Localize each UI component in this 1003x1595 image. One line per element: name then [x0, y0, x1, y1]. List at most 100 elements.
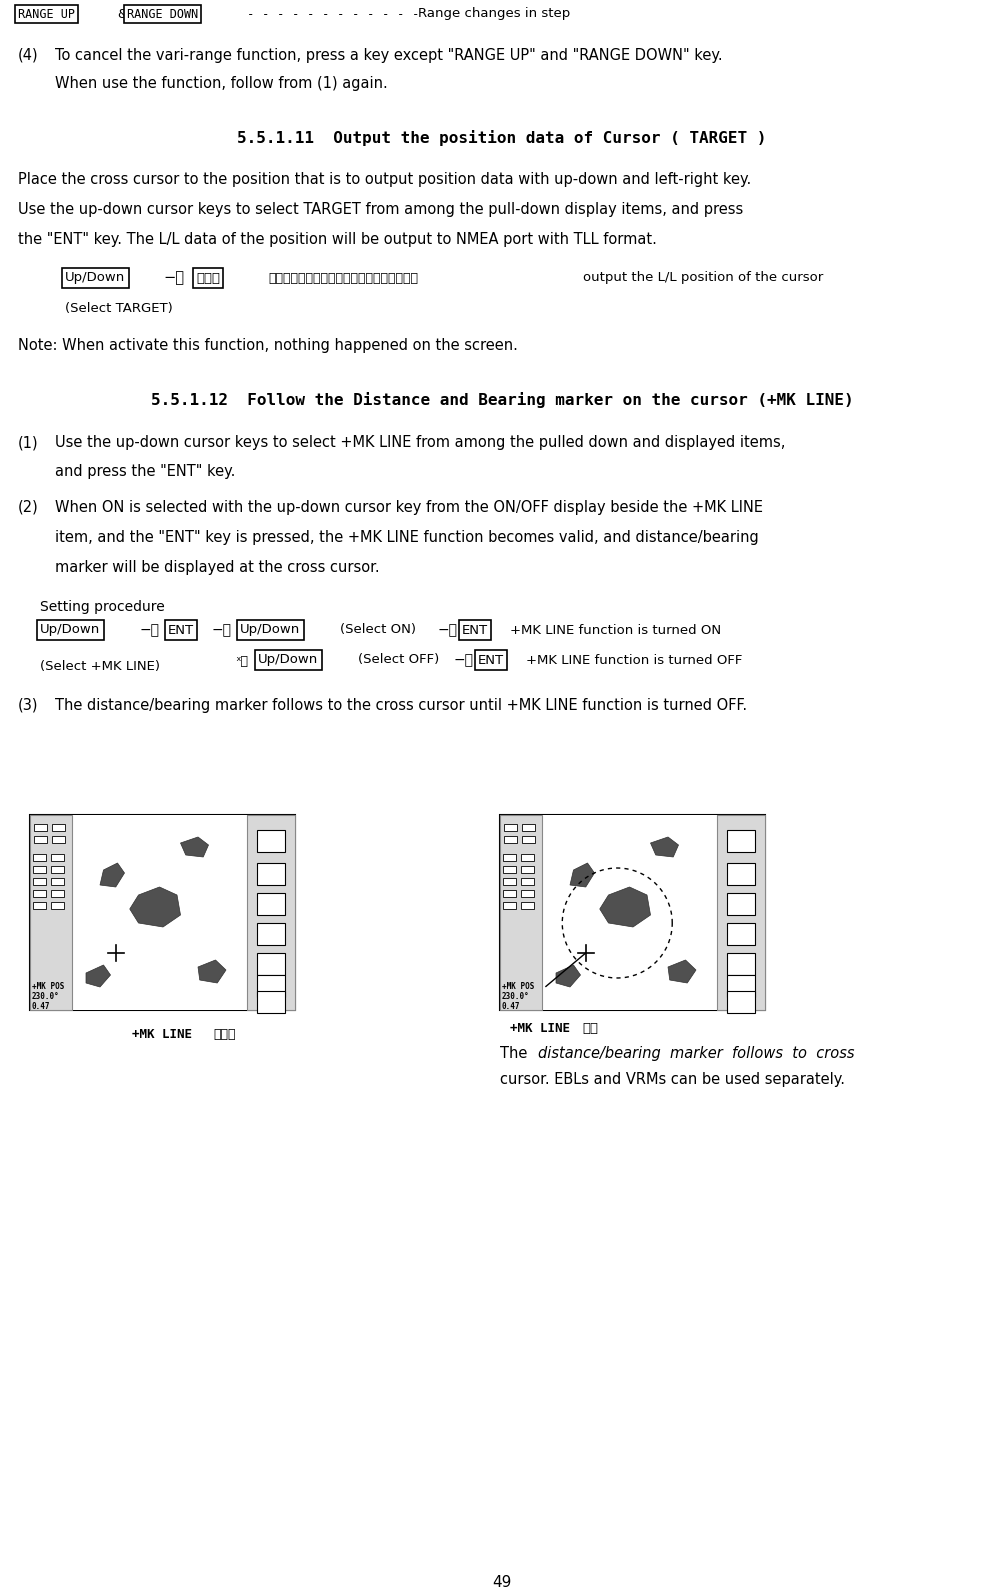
Text: Use the up-down cursor keys to select +MK LINE from among the pulled down and di: Use the up-down cursor keys to select +M… [55, 435, 784, 450]
Text: −・: −・ [437, 624, 457, 636]
Bar [522, 836, 535, 844]
Text: ＯＦＦ: ＯＦＦ [213, 1029, 236, 1042]
Bar [542, 815, 716, 1010]
Bar [257, 924, 285, 944]
Text: &: & [117, 8, 126, 21]
Bar [257, 893, 285, 916]
Text: 0.47: 0.47 [502, 1002, 520, 1011]
Polygon shape [198, 960, 226, 983]
Bar [257, 863, 285, 885]
Text: (Select TARGET): (Select TARGET) [65, 301, 173, 314]
Bar [51, 877, 64, 885]
Bar [726, 952, 754, 975]
Bar [72, 815, 247, 1010]
Text: The distance/bearing marker follows to the cross cursor until +MK LINE function : The distance/bearing marker follows to t… [55, 699, 746, 713]
Bar [504, 836, 517, 844]
Text: The: The [499, 1046, 527, 1061]
Text: 230.0°: 230.0° [502, 992, 530, 1002]
Bar [522, 825, 535, 831]
Bar [726, 990, 754, 1013]
Text: 5.5.1.12  Follow the Distance and Bearing marker on the cursor (+MK LINE): 5.5.1.12 Follow the Distance and Bearing… [150, 392, 853, 408]
Polygon shape [599, 887, 650, 927]
Text: cursor. EBLs and VRMs can be used separately.: cursor. EBLs and VRMs can be used separa… [499, 1072, 845, 1088]
Bar [521, 866, 534, 872]
Bar [503, 877, 516, 885]
Text: (Select ON): (Select ON) [340, 624, 415, 636]
Bar [503, 890, 516, 896]
Text: ENT: ENT [168, 624, 194, 636]
Polygon shape [556, 965, 580, 987]
Polygon shape [570, 863, 594, 887]
Text: Place the cross cursor to the position that is to output position data with up-d: Place the cross cursor to the position t… [18, 172, 750, 187]
Text: Setting procedure: Setting procedure [40, 600, 164, 614]
Text: Up/Down: Up/Down [258, 654, 318, 667]
Bar [33, 866, 46, 872]
Text: +MK LINE: +MK LINE [510, 1022, 570, 1035]
Text: RANGE UP: RANGE UP [18, 8, 75, 21]
Text: +MK POS: +MK POS [502, 983, 534, 990]
Text: 5.5.1.11  Output the position data of Cursor ( TARGET ): 5.5.1.11 Output the position data of Cur… [237, 131, 766, 147]
Bar [503, 903, 516, 909]
Bar [504, 825, 517, 831]
Text: +MK LINE function is turned ON: +MK LINE function is turned ON [510, 624, 720, 636]
Bar [726, 863, 754, 885]
Text: −・: −・ [453, 652, 473, 667]
Text: the "ENT" key. The L/L data of the position will be output to NMEA port with TLL: the "ENT" key. The L/L data of the posit… [18, 231, 656, 247]
Text: Range changes in step: Range changes in step [417, 8, 570, 21]
Text: ・・・・・・・・・・・・・・・・・・・・: ・・・・・・・・・・・・・・・・・・・・ [268, 271, 417, 284]
Bar [726, 893, 754, 916]
Bar [51, 903, 64, 909]
Text: Up/Down: Up/Down [40, 624, 100, 636]
Text: 0.47: 0.47 [32, 1002, 50, 1011]
Text: (3): (3) [18, 699, 38, 713]
Text: (1): (1) [18, 435, 38, 450]
Bar [52, 825, 65, 831]
Text: - - - - - - - - - - - -: - - - - - - - - - - - - [247, 8, 419, 21]
Text: 230.0°: 230.0° [32, 992, 60, 1002]
Text: To cancel the vari-range function, press a key except "RANGE UP" and "RANGE DOWN: To cancel the vari-range function, press… [55, 48, 722, 62]
Bar [503, 853, 516, 861]
Text: (Select OFF): (Select OFF) [358, 654, 439, 667]
Bar [51, 866, 64, 872]
Polygon shape [650, 837, 678, 857]
Bar [726, 829, 754, 852]
Text: output the L/L position of the cursor: output the L/L position of the cursor [583, 271, 822, 284]
Bar [30, 815, 72, 1010]
Bar [34, 825, 47, 831]
Bar [247, 815, 295, 1010]
Text: −・: −・ [162, 271, 184, 286]
Text: item, and the "ENT" key is pressed, the +MK LINE function becomes valid, and dis: item, and the "ENT" key is pressed, the … [55, 530, 758, 545]
Polygon shape [100, 863, 124, 887]
Bar [499, 815, 764, 1010]
Bar [257, 829, 285, 852]
Bar [30, 815, 295, 1010]
Bar [521, 903, 534, 909]
Text: 49: 49 [491, 1574, 512, 1590]
Bar [521, 853, 534, 861]
Bar [33, 877, 46, 885]
Polygon shape [181, 837, 209, 857]
Bar [716, 815, 764, 1010]
Bar [33, 853, 46, 861]
Text: Up/Down: Up/Down [65, 271, 125, 284]
Bar [34, 836, 47, 844]
Bar [521, 890, 534, 896]
Text: +MK LINE: +MK LINE [132, 1029, 193, 1042]
Bar [51, 853, 64, 861]
Text: −・: −・ [212, 624, 232, 636]
Polygon shape [667, 960, 695, 983]
Text: distance/bearing  marker  follows  to  cross: distance/bearing marker follows to cross [538, 1046, 854, 1061]
Text: −・: −・ [139, 624, 159, 636]
Polygon shape [129, 887, 181, 927]
Bar [503, 866, 516, 872]
Text: Use the up-down cursor keys to select TARGET from among the pull-down display it: Use the up-down cursor keys to select TA… [18, 203, 742, 217]
Bar [726, 975, 754, 997]
Text: (4): (4) [18, 48, 38, 62]
Bar [33, 903, 46, 909]
Bar [499, 815, 542, 1010]
Text: marker will be displayed at the cross cursor.: marker will be displayed at the cross cu… [55, 560, 379, 576]
Text: When use the function, follow from (1) again.: When use the function, follow from (1) a… [55, 77, 387, 91]
Bar [257, 952, 285, 975]
Text: When ON is selected with the up-down cursor key from the ON/OFF display beside t: When ON is selected with the up-down cur… [55, 499, 762, 515]
Bar [257, 990, 285, 1013]
